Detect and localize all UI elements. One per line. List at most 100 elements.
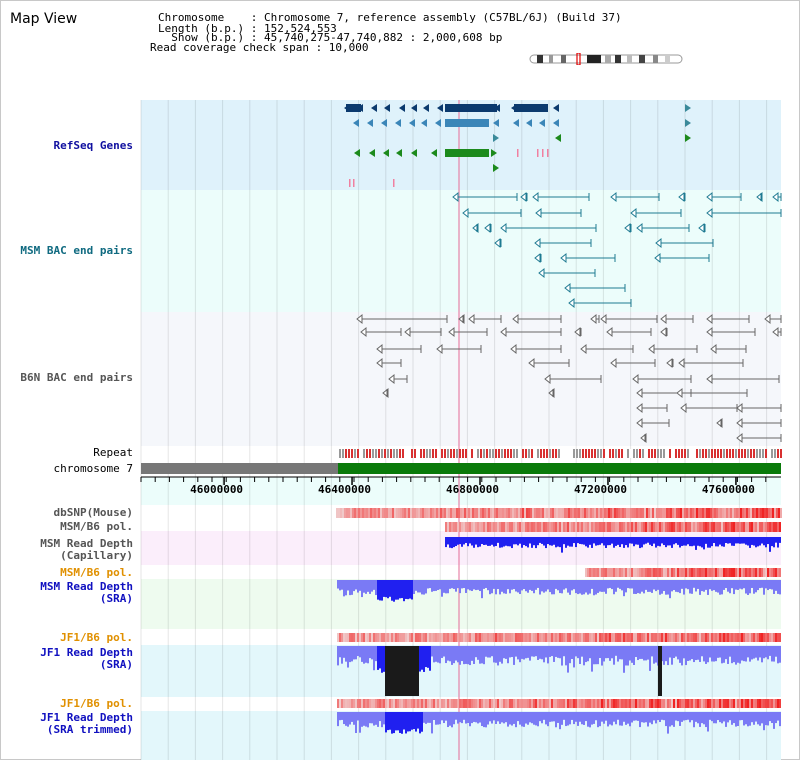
msm-pol-heat: [731, 522, 733, 532]
track-label-repeat[interactable]: Repeat: [93, 446, 133, 459]
track-label-msm-bac[interactable]: MSM BAC end pairs: [20, 244, 133, 257]
msm-cap-depth-bar: [769, 537, 771, 552]
jf1-pol-heat: [427, 633, 429, 642]
repeat-mark: [459, 449, 461, 458]
jf1-sra-depth-bar: [537, 646, 539, 660]
msm-pol-heat: [619, 522, 621, 532]
jf1-sra-depth-bar: [579, 646, 581, 665]
repeat-mark: [567, 449, 569, 458]
track-label-jf1-pol-2[interactable]: JF1/B6 pol.: [60, 697, 133, 710]
jf1-sra-depth-bar: [379, 646, 381, 669]
msm-cap-depth-bar: [523, 537, 525, 546]
jf1-deletion-block: [385, 646, 419, 696]
msm-sra-depth-bar: [383, 580, 385, 597]
jf1-trim-depth-bar: [405, 712, 407, 734]
jf1-pol-heat: [725, 633, 727, 642]
msm-sra-depth-bar: [387, 580, 389, 599]
track-label-dbsnp[interactable]: dbSNP(Mouse): [53, 506, 133, 519]
repeat-mark: [456, 449, 458, 458]
msm-sra-depth-bar: [483, 580, 485, 589]
jf1-pol2-heat: [707, 699, 709, 708]
jf1-sra-depth-bar: [675, 646, 677, 657]
repeat-mark: [360, 449, 362, 458]
jf1-pol2-heat: [689, 699, 691, 708]
track-label-msm-pol-2[interactable]: MSM/B6 pol.: [60, 566, 133, 579]
jf1-pol2-heat: [357, 699, 359, 708]
jf1-trim-depth-bar: [697, 712, 699, 724]
msm-sra-depth-bar: [505, 580, 507, 594]
track-label-jf1-sra-depth-1[interactable]: JF1 Read Depth: [40, 646, 133, 659]
msm-sra-depth-bar: [469, 580, 471, 591]
refseq-gene-arrow: [371, 104, 377, 112]
refseq-gene-arrow: [435, 119, 441, 127]
jf1-trim-depth-bar: [745, 712, 747, 725]
msm-bac-pair-end: [655, 237, 662, 249]
msm-pol-heat: [697, 522, 699, 532]
jf1-trim-depth-bar: [515, 712, 517, 728]
track-label-jf1-trim-depth-1[interactable]: JF1 Read Depth: [40, 711, 133, 724]
msm-cap-depth-bar: [449, 537, 451, 548]
msm-pol2-heat: [749, 568, 751, 577]
jf1-sra-depth-bar: [357, 646, 359, 657]
jf1-pol-heat: [339, 633, 341, 642]
jf1-pol2-heat: [637, 699, 639, 708]
jf1-pol-heat: [671, 633, 673, 642]
dbsnp-heat: [516, 508, 518, 518]
msm-pol-heat: [701, 522, 703, 532]
msm-sra-depth-bar: [623, 580, 625, 597]
dbsnp-heat: [338, 508, 340, 518]
b6n-bac-pair-end: [388, 373, 395, 385]
track-label-b6n-bac[interactable]: B6N BAC end pairs: [20, 371, 133, 384]
dbsnp-heat: [564, 508, 566, 518]
msm-pol2-heat: [611, 568, 613, 577]
repeat-mark: [588, 449, 590, 458]
jf1-trim-depth-bar: [723, 712, 725, 722]
jf1-trim-depth-bar: [669, 712, 671, 727]
msm-sra-depth-bar: [557, 580, 559, 591]
msm-bac-pair-end: [706, 207, 713, 219]
dbsnp-heat: [676, 508, 678, 518]
msm-pol2-heat: [595, 568, 597, 577]
jf1-sra-depth-bar: [469, 646, 471, 666]
msm-sra-depth-bar: [685, 580, 687, 589]
jf1-pol2-heat: [451, 699, 453, 708]
msm-cap-depth-bar: [767, 537, 769, 545]
track-label-msm-cap-depth-1[interactable]: MSM Read Depth: [40, 537, 133, 550]
msm-cap-depth-bar: [759, 537, 761, 546]
msm-cap-depth-bar: [493, 537, 495, 547]
jf1-pol-heat: [693, 633, 695, 642]
track-label-refseq[interactable]: RefSeq Genes: [53, 139, 133, 152]
msm-sra-depth-bar: [479, 580, 481, 592]
jf1-pol-heat: [711, 633, 713, 642]
track-label-jf1-pol-1[interactable]: JF1/B6 pol.: [60, 631, 133, 644]
jf1-trim-depth-bar: [471, 712, 473, 724]
jf1-trim-depth-bar: [677, 712, 679, 722]
msm-pol-heat: [675, 522, 677, 532]
msm-cap-depth-bar: [643, 537, 645, 545]
refseq-gene-arrow: [353, 119, 359, 127]
jf1-sra-depth-bar: [533, 646, 535, 657]
track-label-msm-pol-1[interactable]: MSM/B6 pol.: [60, 520, 133, 533]
msm-sra-depth-bar: [421, 580, 423, 595]
msm-sra-depth-bar: [711, 580, 713, 591]
jf1-sra-depth-bar: [475, 646, 477, 658]
msm-cap-depth-bar: [581, 537, 583, 545]
jf1-trim-depth-bar: [413, 712, 415, 730]
refseq-gene-arrow: [411, 104, 417, 112]
jf1-sra-depth-bar: [619, 646, 621, 660]
track-label-msm-sra-depth-1[interactable]: MSM Read Depth: [40, 580, 133, 593]
jf1-pol-heat: [657, 633, 659, 642]
jf1-trim-depth-bar: [627, 712, 629, 724]
jf1-sra-depth-bar: [775, 646, 777, 657]
jf1-trim-depth-bar: [391, 712, 393, 734]
msm-cap-depth-bar: [509, 537, 511, 547]
jf1-pol2-heat: [651, 699, 653, 708]
msm-pol-heat: [727, 522, 729, 532]
chromosome-ideogram[interactable]: [529, 53, 687, 65]
repeat-mark: [663, 449, 665, 458]
repeat-mark: [687, 449, 689, 458]
msm-pol-heat: [667, 522, 669, 532]
msm-sra-depth-bar: [475, 580, 477, 591]
jf1-pol-heat: [439, 633, 441, 642]
